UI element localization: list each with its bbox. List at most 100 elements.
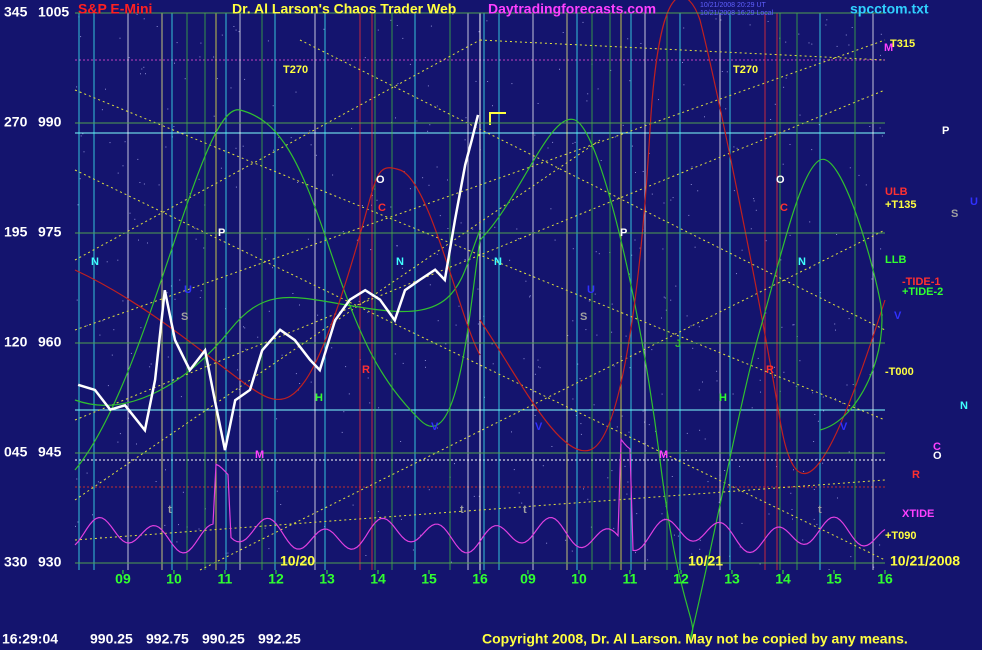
star: [673, 534, 675, 536]
star: [149, 366, 151, 368]
timestamp: 10/21/2008 20:29 UT: [700, 2, 766, 9]
star: [704, 116, 705, 118]
star: [140, 73, 141, 75]
star: [290, 137, 292, 139]
star: [213, 115, 215, 117]
star: [594, 293, 596, 295]
star: [880, 248, 882, 250]
star: [509, 259, 511, 261]
last-bar-close: 992.25: [258, 631, 301, 647]
x-tick-label: 12: [268, 571, 284, 587]
star: [170, 285, 172, 287]
star: [725, 108, 727, 110]
star: [611, 331, 613, 333]
star: [792, 324, 794, 326]
star: [785, 41, 787, 43]
star: [150, 363, 152, 365]
star: [651, 193, 653, 195]
star: [134, 218, 136, 220]
star: [587, 93, 589, 95]
star: [220, 167, 222, 169]
star: [848, 44, 850, 46]
star: [848, 451, 850, 453]
star: [76, 86, 78, 88]
star: [691, 166, 693, 168]
star: [811, 149, 813, 151]
star: [572, 398, 574, 400]
star: [767, 21, 769, 22]
star: [627, 481, 629, 483]
star: [513, 469, 515, 471]
star: [199, 297, 201, 299]
star: [430, 25, 432, 27]
star: [189, 193, 191, 194]
star: [539, 367, 541, 369]
star: [176, 541, 178, 543]
star: [307, 238, 309, 240]
star: [309, 130, 311, 132]
star: [400, 441, 402, 442]
star: [774, 366, 775, 368]
star: [494, 226, 496, 228]
annotation: S: [181, 311, 188, 323]
star: [292, 293, 294, 294]
star: [199, 56, 201, 58]
star: [572, 142, 574, 144]
star: [648, 152, 650, 154]
star: [865, 184, 867, 186]
star: [880, 54, 881, 56]
chart-subtitle: Dr. Al Larson's Chaos Trader Web: [232, 1, 456, 17]
indicator-curve: [689, 158, 883, 641]
angle-line: [74, 479, 886, 541]
star: [348, 393, 350, 395]
star: [472, 228, 474, 230]
star: [244, 78, 246, 80]
star: [702, 381, 703, 383]
star: [846, 384, 848, 386]
star: [367, 312, 369, 313]
star: [822, 462, 824, 464]
x-tick-label: 16: [877, 571, 893, 587]
site-name[interactable]: Daytradingforecasts.com: [488, 1, 656, 17]
star: [845, 34, 847, 36]
annotation: t: [523, 504, 527, 516]
annotation: U: [184, 284, 192, 296]
x-tick-label: 09: [115, 571, 131, 587]
date-label: 10/21: [688, 553, 723, 569]
star: [401, 267, 403, 269]
star: [198, 528, 200, 530]
star: [686, 432, 688, 434]
star: [628, 431, 630, 433]
star: [97, 481, 99, 483]
star: [534, 373, 536, 375]
star: [739, 546, 741, 548]
star: [677, 535, 679, 537]
star: [257, 336, 259, 338]
annotation: N: [494, 256, 502, 268]
star: [848, 318, 850, 320]
star: [577, 363, 579, 365]
star: [551, 446, 553, 447]
star: [245, 348, 247, 350]
star: [812, 392, 814, 394]
star: [200, 290, 202, 292]
y-tick-label: 1005: [38, 4, 69, 20]
star: [814, 414, 816, 415]
annotation: t: [460, 504, 464, 516]
x-tick-label: 15: [421, 571, 437, 587]
y-tick-label: 975: [38, 224, 62, 240]
star: [716, 380, 718, 382]
star: [79, 178, 81, 180]
star: [631, 254, 633, 256]
star: [793, 324, 795, 326]
star: [137, 158, 139, 160]
star: [174, 62, 175, 64]
star: [597, 88, 599, 90]
star: [273, 149, 274, 151]
star: [280, 504, 282, 505]
star: [759, 563, 761, 565]
star: [634, 239, 636, 241]
star: [781, 326, 783, 328]
star: [825, 24, 827, 26]
